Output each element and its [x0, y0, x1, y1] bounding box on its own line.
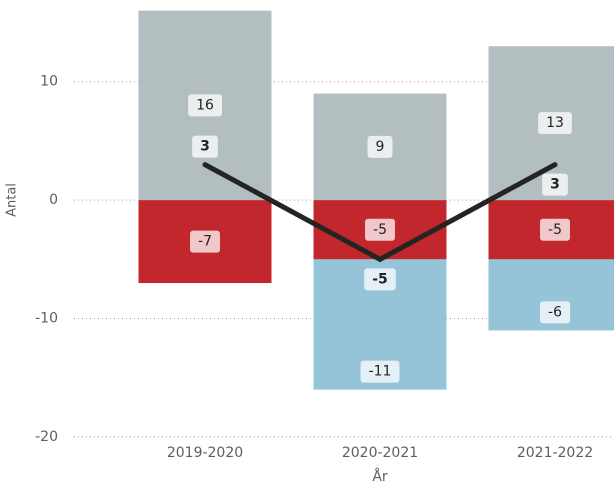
data-label-box: [360, 360, 400, 383]
x-tick-label: 2020-2021: [342, 445, 418, 461]
data-label-box: [540, 218, 570, 241]
x-tick-label: 2021-2022: [517, 445, 593, 461]
plot-area: [74, 10, 614, 438]
data-label-box: [192, 135, 218, 158]
y-axis-label: Antal: [5, 183, 20, 217]
x-axis-label: År: [372, 468, 388, 485]
data-label-box: [538, 112, 572, 135]
data-label: -5: [373, 222, 387, 238]
data-label: -5: [372, 271, 388, 287]
data-label: -5: [548, 222, 562, 238]
data-label: 13: [546, 115, 564, 131]
data-label: -7: [198, 234, 212, 250]
y-tick-label: -20: [35, 429, 58, 445]
data-label: 3: [550, 177, 560, 193]
data-label-box: [542, 173, 568, 196]
x-tick-label: 2019-2020: [167, 445, 243, 461]
data-label: -11: [369, 364, 392, 380]
data-label: 3: [200, 139, 210, 155]
data-label-box: [364, 268, 396, 291]
y-tick-label: -10: [35, 311, 58, 327]
data-label: 9: [376, 139, 385, 155]
data-label-box: [540, 301, 571, 324]
y-tick-label: 10: [40, 74, 58, 90]
y-tick-label: 0: [49, 192, 58, 208]
data-label: 16: [196, 97, 214, 113]
data-label: -6: [548, 304, 562, 320]
data-label-box: [188, 94, 222, 117]
data-label-box: [367, 135, 393, 158]
line: [202, 162, 558, 263]
data-label-box: [365, 218, 395, 241]
data-label-box: [190, 230, 220, 253]
